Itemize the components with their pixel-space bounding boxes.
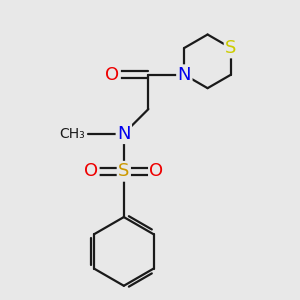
Text: N: N	[117, 124, 130, 142]
Text: S: S	[225, 39, 236, 57]
Text: O: O	[149, 162, 164, 180]
Text: N: N	[178, 66, 191, 84]
Text: CH₃: CH₃	[59, 127, 85, 141]
Text: O: O	[105, 66, 119, 84]
Text: O: O	[84, 162, 98, 180]
Text: S: S	[118, 162, 130, 180]
